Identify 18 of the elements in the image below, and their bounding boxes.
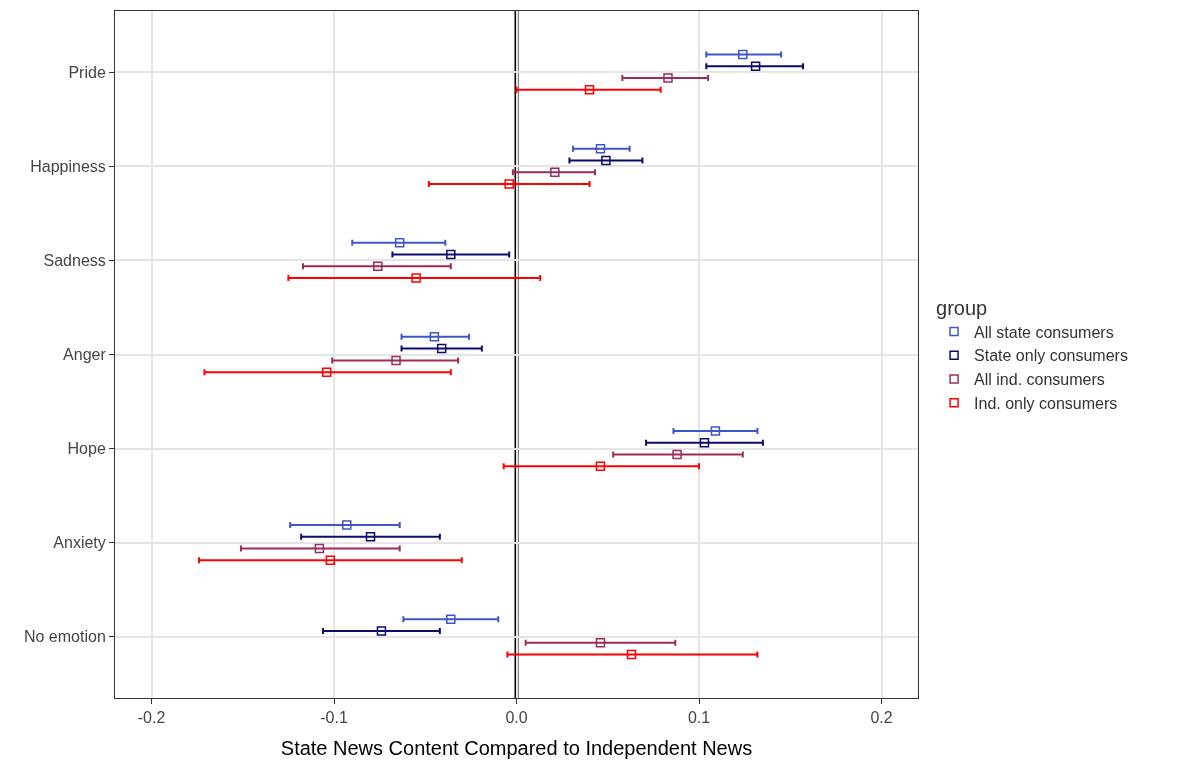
y-tick-label: Sadness: [43, 251, 106, 269]
y-tick-label: Happiness: [30, 157, 106, 175]
legend-label: State only consumers: [974, 347, 1128, 365]
x-tick-label: 0.1: [687, 709, 711, 727]
x-axis-title: State News Content Compared to Independent News: [280, 736, 753, 759]
x-tick-label: 0.2: [870, 709, 893, 727]
y-tick-label: Pride: [68, 63, 106, 81]
legend-label: All ind. consumers: [974, 371, 1105, 389]
legend-title: group: [936, 296, 988, 319]
x-tick-label: -0.2: [137, 709, 166, 727]
x-tick-label: -0.1: [320, 709, 348, 727]
legend-label: All state consumers: [974, 323, 1114, 341]
y-tick-label: Anger: [63, 346, 107, 364]
x-tick-label: 0.0: [505, 709, 528, 727]
y-tick-label: Hope: [67, 440, 106, 458]
y-tick-label: Anxiety: [53, 534, 106, 552]
legend-label: Ind. only consumers: [974, 395, 1118, 413]
y-tick-label: No emotion: [23, 628, 106, 646]
